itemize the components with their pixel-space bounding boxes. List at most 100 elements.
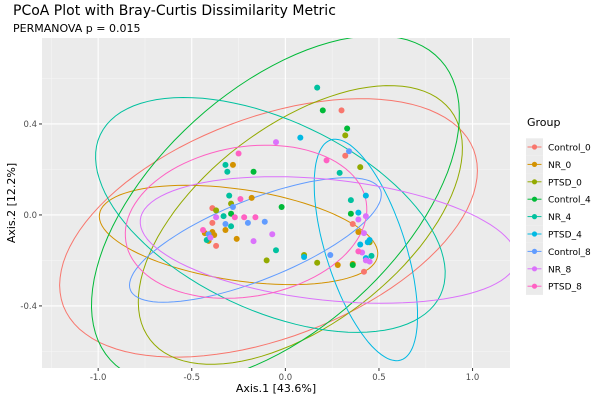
point-ptsd-0	[314, 259, 321, 266]
point-control-4	[344, 125, 351, 132]
legend-key-point	[531, 214, 538, 220]
legend-label: Control_0	[548, 144, 591, 154]
ellipse-control-4	[90, 38, 460, 368]
point-nr-8	[355, 216, 362, 223]
ellipse-nr-4	[95, 96, 446, 333]
point-nr-4	[220, 213, 227, 220]
x-tick-label: -0.5	[183, 373, 200, 383]
point-control-8	[327, 251, 334, 258]
legend-key-point	[531, 196, 538, 202]
point-ptsd-8	[252, 214, 259, 221]
point-control-4	[349, 261, 356, 268]
ellipse-nr-0	[98, 184, 379, 286]
x-tick-label: 0.5	[372, 373, 386, 383]
point-nr-8	[250, 238, 257, 245]
legend-label: PTSD_4	[548, 231, 582, 241]
ellipse-ptsd-4	[313, 138, 418, 362]
x-tick-label: 1.0	[466, 373, 480, 383]
point-control-8	[261, 218, 268, 225]
x-axis-label: Axis.1 [43.6%]	[236, 382, 316, 395]
point-ptsd-8	[323, 157, 330, 164]
legend-key-point	[531, 161, 538, 167]
point-nr-0	[248, 194, 255, 201]
point-nr-8	[207, 234, 214, 241]
legend-label: NR_0	[548, 161, 571, 171]
point-ptsd-8	[231, 214, 238, 221]
legend-label: NR_4	[548, 213, 571, 223]
point-nr-4	[224, 168, 231, 175]
legend-key-point	[531, 283, 538, 289]
y-tick-label: -0.4	[20, 302, 37, 312]
y-tick-label: 0.0	[23, 211, 37, 221]
point-nr-8	[213, 214, 220, 221]
legend-label: PTSD_8	[548, 283, 582, 293]
point-control-0	[342, 152, 349, 159]
point-ptsd-8	[355, 248, 362, 255]
legend-key-point	[531, 266, 538, 272]
point-ptsd-0	[213, 207, 220, 214]
point-ptsd-0	[263, 257, 270, 264]
point-nr-0	[334, 261, 341, 268]
point-nr-8	[366, 258, 373, 265]
x-tick-label: 0.0	[279, 373, 293, 383]
point-nr-0	[222, 226, 229, 233]
ellipse-ptsd-8	[124, 144, 368, 299]
legend-label: Control_8	[548, 248, 591, 258]
point-nr-0	[229, 161, 236, 168]
point-control-0	[360, 268, 367, 275]
point-ptsd-0	[357, 164, 364, 171]
point-nr-0	[233, 235, 240, 242]
chart-subtitle: PERMANOVA p = 0.015	[13, 22, 141, 35]
point-nr-4	[273, 247, 279, 254]
point-control-4	[347, 210, 354, 217]
legend-key-point	[531, 231, 538, 237]
point-ptsd-8	[237, 196, 244, 203]
legend-key-point	[531, 248, 538, 254]
point-control-4	[319, 107, 326, 114]
point-control-0	[349, 221, 356, 228]
point-control-8	[244, 219, 251, 226]
legend-key-point	[531, 179, 538, 185]
y-tick-label: 0.4	[23, 120, 37, 130]
point-ptsd-4	[357, 241, 364, 248]
point-ptsd-4	[355, 209, 362, 216]
chart-title: PCoA Plot with Bray-Curtis Dissimilarity…	[13, 3, 336, 19]
ellipse-control-8	[128, 177, 382, 303]
point-ptsd-8	[235, 150, 242, 157]
point-nr-8	[269, 231, 276, 238]
point-nr-8	[273, 139, 279, 146]
legend-key-point	[531, 144, 538, 150]
point-ptsd-8	[241, 214, 248, 221]
point-nr-4	[226, 192, 233, 199]
point-control-8	[222, 221, 229, 228]
point-control-4	[278, 203, 285, 210]
point-nr-4	[368, 252, 375, 259]
point-nr-4	[336, 169, 343, 176]
point-control-0	[213, 242, 220, 249]
point-nr-8	[362, 213, 369, 220]
point-ptsd-8	[199, 226, 206, 233]
ellipse-nr-8	[139, 176, 510, 304]
point-ptsd-4	[364, 239, 371, 246]
point-control-8	[229, 203, 236, 210]
point-ptsd-0	[342, 132, 349, 139]
legend-title: Group	[527, 116, 561, 129]
legend-label: NR_8	[548, 265, 571, 275]
ellipse-control-0	[59, 98, 478, 358]
point-control-0	[209, 219, 216, 226]
point-nr-8	[360, 230, 367, 237]
point-nr-4	[222, 161, 229, 168]
point-nr-4	[314, 84, 321, 91]
point-nr-4	[347, 197, 354, 204]
point-control-0	[338, 107, 345, 114]
legend-label: Control_4	[548, 196, 591, 206]
legend-label: PTSD_0	[548, 178, 582, 188]
point-ptsd-4	[301, 254, 308, 261]
x-tick-label: -1.0	[90, 373, 107, 383]
point-ptsd-4	[297, 134, 304, 141]
point-nr-0	[355, 228, 362, 235]
point-control-4	[250, 168, 257, 175]
plot-panel	[42, 38, 510, 368]
y-axis-label: Axis.2 [12.2%]	[5, 163, 18, 243]
